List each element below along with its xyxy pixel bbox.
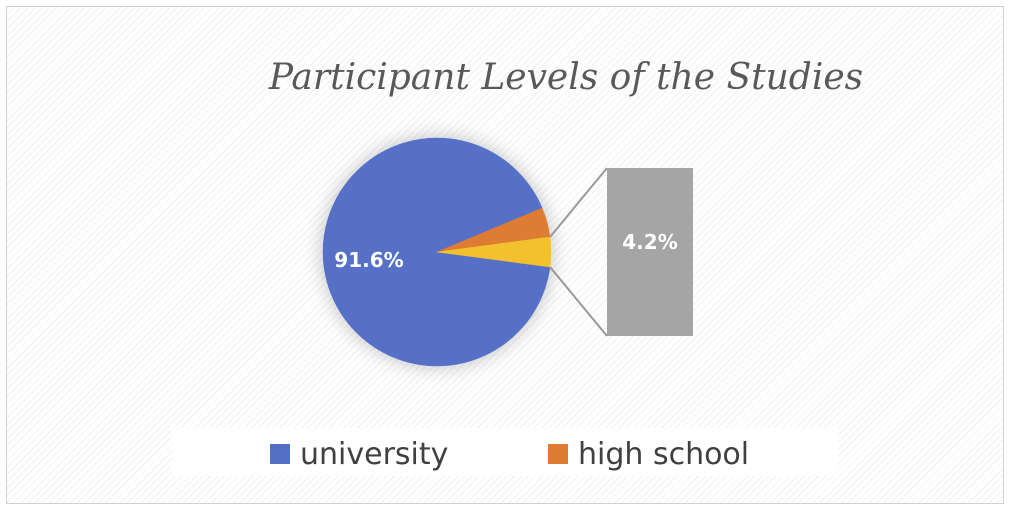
chart-title: Participant Levels of the Studies: [268, 57, 863, 98]
connector-line-bottom: [549, 266, 608, 337]
secondary-bar-label: 4.2%: [622, 230, 677, 254]
data-label-0: 91.6%: [334, 248, 403, 272]
legend: university high school: [270, 437, 749, 472]
pie-slices: [322, 137, 552, 367]
legend-swatch-0: [270, 444, 290, 464]
data-labels: 91.6% 4.2%: [334, 230, 677, 272]
connector-line-top: [549, 167, 608, 238]
legend-swatch-1: [548, 444, 568, 464]
secondary-bar-group: [607, 168, 693, 336]
pie-slice-2: [436, 236, 552, 268]
secondary-bar: [607, 168, 693, 336]
pie-slice-0: [322, 137, 551, 367]
legend-label-1: high school: [578, 437, 749, 472]
legend-label-0: university: [300, 437, 448, 472]
connector-lines: [549, 167, 608, 337]
